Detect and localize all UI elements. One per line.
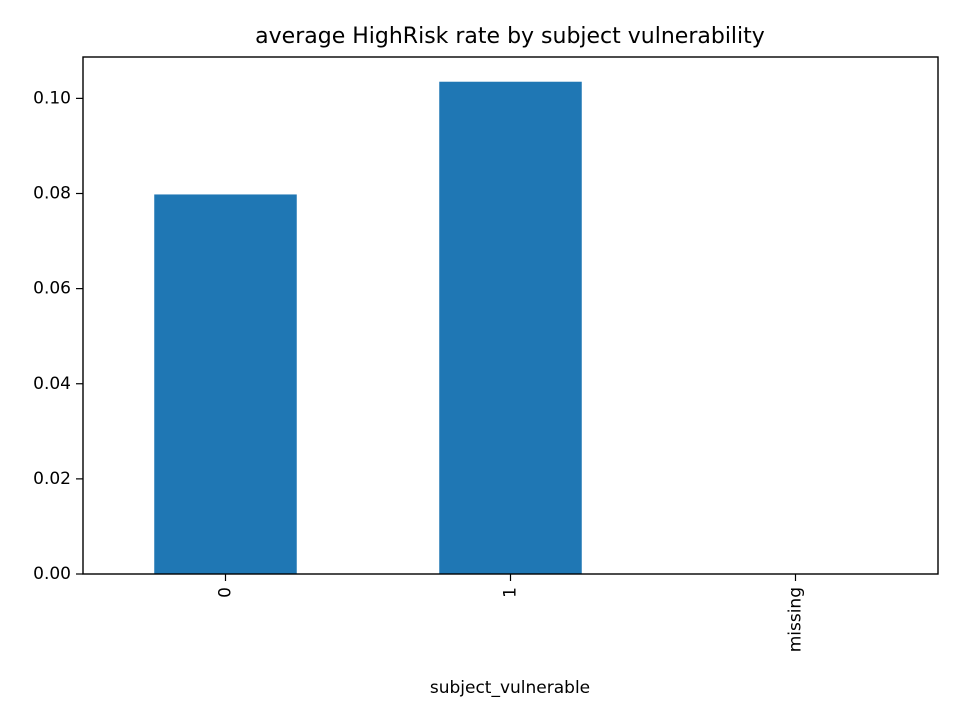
plot-frame [82, 56, 939, 575]
y-tick-label: 0.08 [33, 184, 71, 204]
chart-title: average HighRisk rate by subject vulnera… [255, 24, 765, 49]
y-tick-label: 0.00 [33, 564, 71, 584]
y-tick-label: 0.06 [33, 279, 71, 299]
x-tick-label: 1 [501, 587, 521, 598]
bars-layer [154, 81, 582, 574]
y-tick-label: 0.04 [33, 374, 71, 394]
y-tick-label: 0.10 [33, 88, 71, 108]
x-axis: 0 1 missing [216, 574, 806, 652]
bar-1 [439, 81, 582, 574]
bar-0 [154, 194, 297, 574]
y-axis: 0.00 0.02 0.04 0.06 0.08 0.10 [33, 88, 83, 584]
x-axis-label: subject_vulnerable [430, 678, 590, 698]
x-tick-label: missing [786, 587, 806, 652]
x-tick-label: 0 [216, 587, 236, 598]
y-tick-label: 0.02 [33, 469, 71, 489]
